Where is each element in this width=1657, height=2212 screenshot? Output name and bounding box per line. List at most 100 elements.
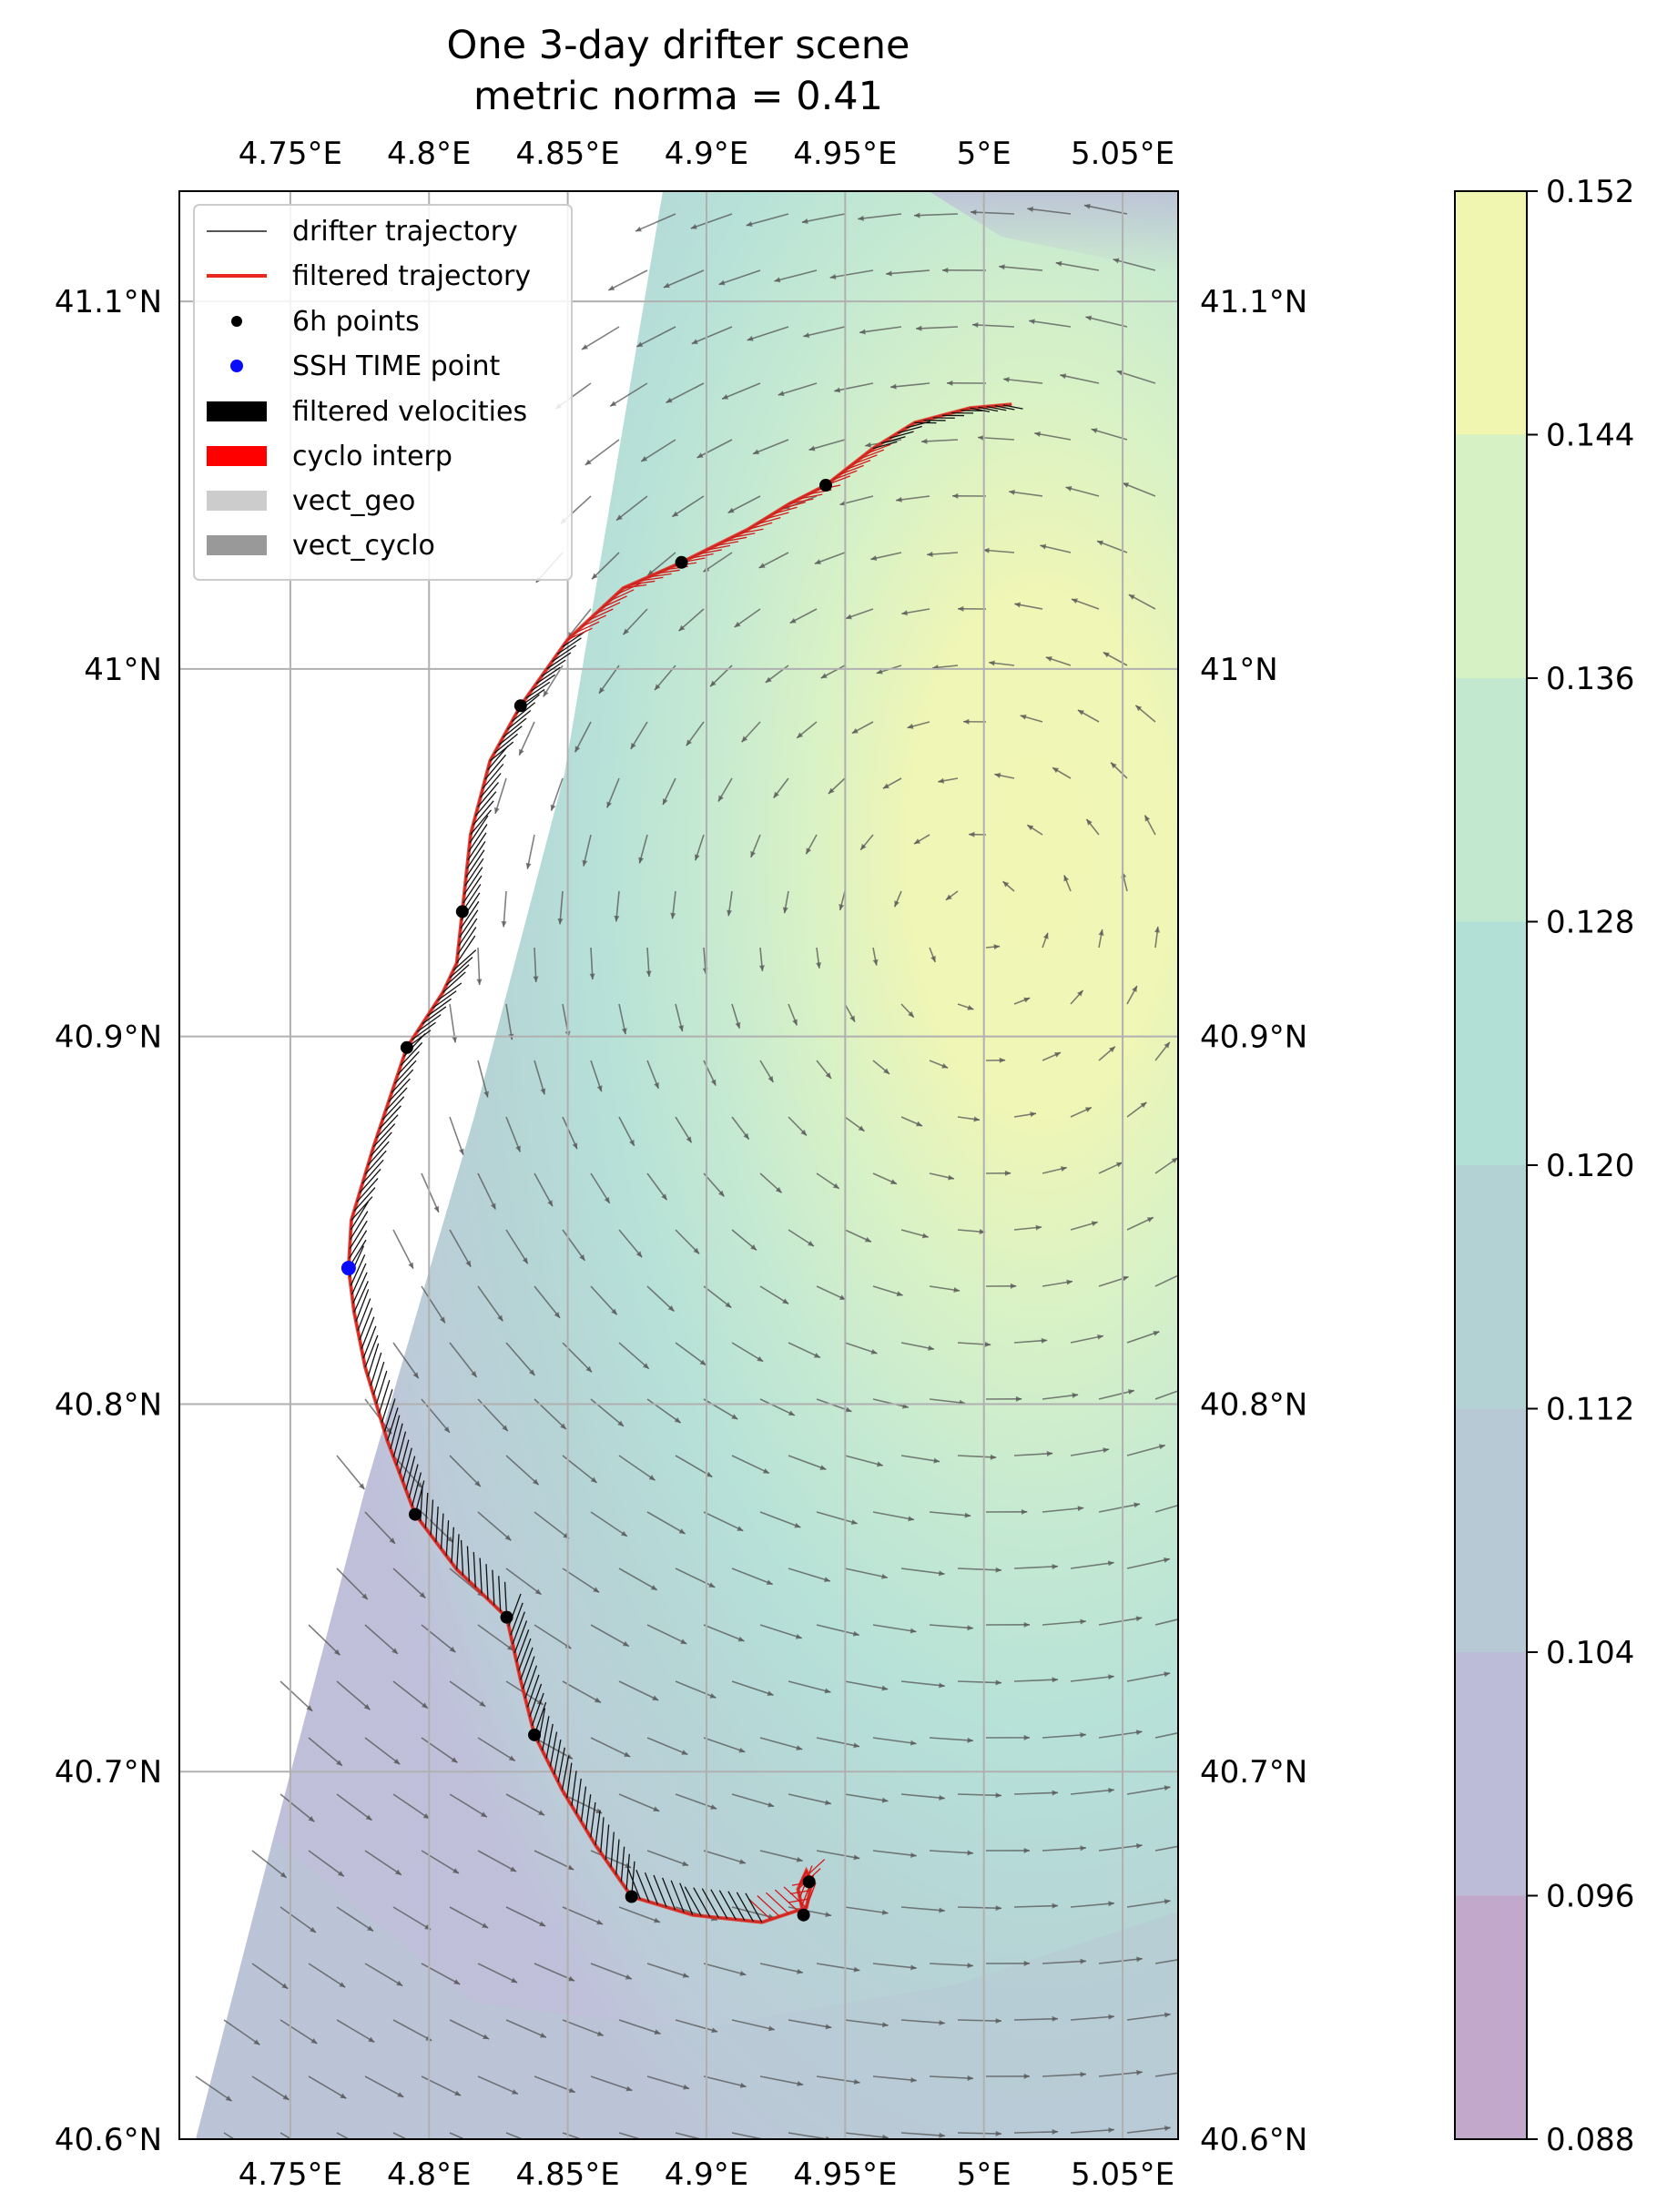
velocity-arrow-head bbox=[630, 742, 636, 749]
velocity-arrow bbox=[752, 439, 789, 455]
trajectory-velocity-arrow bbox=[457, 927, 477, 955]
trajectory-velocity-arrow bbox=[556, 637, 582, 655]
velocity-arrow-head bbox=[1060, 1166, 1067, 1172]
velocity-arrow bbox=[477, 1060, 489, 1098]
velocity-arrow-head bbox=[359, 1483, 365, 1490]
x-tick-labels-bottom: 4.75°E 4.8°E 4.85°E 4.9°E 4.95°E 5°E 5.05°E bbox=[239, 2156, 1174, 2193]
velocity-arrow bbox=[223, 2019, 260, 2046]
velocity-arrow-head bbox=[796, 1856, 803, 1862]
velocity-arrow-head bbox=[910, 2076, 917, 2084]
velocity-arrow-head bbox=[617, 1420, 624, 1426]
velocity-arrow-head bbox=[650, 1584, 657, 1590]
trajectory-velocity-arrow bbox=[798, 493, 823, 500]
velocity-arrow bbox=[971, 211, 1015, 215]
trajectory-velocity-arrow bbox=[469, 815, 489, 844]
velocity-arrow bbox=[590, 1963, 633, 1980]
velocity-arrow-head bbox=[589, 973, 595, 979]
velocity-arrow-head bbox=[281, 1983, 289, 1989]
velocity-arrow-head bbox=[768, 2025, 775, 2032]
velocity-arrow-head bbox=[1086, 818, 1093, 826]
trajectory-velocity-arrow bbox=[394, 1060, 417, 1084]
velocity-arrow-head bbox=[422, 1812, 430, 1820]
velocity-arrow-head bbox=[1029, 319, 1035, 325]
velocity-arrow-head bbox=[945, 894, 952, 900]
velocity-arrow bbox=[1013, 2017, 1059, 2021]
axes-frame bbox=[178, 190, 1179, 2140]
velocity-arrow bbox=[957, 1568, 1001, 1571]
velocity-arrow bbox=[364, 1737, 401, 1765]
trajectory-velocity-arrow bbox=[405, 1456, 416, 1490]
velocity-arrow bbox=[308, 2075, 347, 2099]
velocity-arrow bbox=[1070, 1902, 1114, 1908]
velocity-arrow-head bbox=[964, 1512, 971, 1518]
colorbar-tick-label-0: 0.088 bbox=[1546, 2122, 1634, 2158]
trajectory-velocity-arrow bbox=[383, 1398, 396, 1432]
velocity-arrow-head bbox=[995, 2017, 1001, 2024]
velocity-arrow-head bbox=[1023, 1621, 1030, 1628]
velocity-arrow-head bbox=[497, 1314, 503, 1322]
velocity-arrow bbox=[759, 1737, 803, 1750]
trajectory-velocity-arrow bbox=[424, 1492, 429, 1528]
velocity-arrow-head bbox=[896, 496, 902, 502]
trajectory-velocity-arrow bbox=[493, 733, 518, 754]
trajectory-velocity-arrow bbox=[470, 809, 492, 836]
velocity-arrow-head bbox=[519, 748, 524, 756]
velocity-arrow-head bbox=[876, 1461, 883, 1467]
velocity-arrow bbox=[929, 1511, 971, 1517]
velocity-arrow-head bbox=[984, 1341, 991, 1347]
velocity-arrow-head bbox=[1192, 1841, 1198, 1846]
six-hour-point-9 bbox=[675, 555, 688, 569]
velocity-arrow bbox=[223, 2132, 236, 2139]
velocity-arrow bbox=[788, 1342, 821, 1359]
trajectory-velocity-arrow bbox=[693, 1887, 711, 1918]
velocity-arrow-head bbox=[782, 907, 788, 914]
velocity-arrow-head bbox=[967, 1625, 973, 1631]
velocity-arrow-head bbox=[581, 344, 588, 350]
velocity-arrow bbox=[872, 2075, 917, 2082]
velocity-arrow bbox=[1098, 1503, 1141, 1513]
velocity-arrow-head bbox=[995, 1792, 1001, 1799]
velocity-arrow-head bbox=[995, 1905, 1001, 1912]
velocity-arrow bbox=[503, 890, 507, 928]
velocity-arrow-head bbox=[789, 617, 797, 624]
velocity-arrow-head bbox=[1035, 1224, 1042, 1231]
velocity-arrow-head bbox=[493, 807, 500, 814]
velocity-arrow bbox=[1126, 1672, 1171, 1682]
velocity-arrow-head bbox=[653, 1806, 660, 1811]
velocity-arrow bbox=[1154, 1731, 1178, 1739]
velocity-arrow-head bbox=[476, 979, 483, 985]
velocity-arrow bbox=[1055, 261, 1100, 271]
velocity-arrow-head bbox=[623, 628, 630, 635]
trajectory-velocity-arrow bbox=[350, 1211, 369, 1240]
velocity-arrow-head bbox=[928, 1344, 934, 1351]
velocity-arrow bbox=[590, 1285, 618, 1315]
velocity-arrow-head bbox=[1041, 1337, 1048, 1344]
velocity-arrow bbox=[280, 1793, 315, 1822]
trajectory-velocity-arrow bbox=[978, 406, 999, 412]
trajectory-velocity-arrow bbox=[600, 1817, 605, 1853]
trajectory-velocity-arrow bbox=[684, 1886, 702, 1917]
velocity-arrow-head bbox=[1127, 1389, 1134, 1395]
velocity-arrow-head bbox=[454, 2090, 462, 2096]
velocity-arrow-head bbox=[654, 1081, 659, 1089]
trajectory-velocity-arrow bbox=[459, 909, 479, 939]
trajectory-velocity-arrow bbox=[356, 1178, 379, 1202]
velocity-arrow bbox=[336, 2132, 351, 2139]
velocity-arrow-head bbox=[865, 441, 871, 448]
velocity-arrow-head bbox=[852, 1630, 859, 1637]
velocity-arrow-head bbox=[674, 1416, 681, 1424]
trajectory-velocity-arrow bbox=[615, 583, 642, 595]
trajectory-velocity-arrow bbox=[789, 498, 814, 504]
velocity-arrow-head bbox=[1108, 2126, 1114, 2134]
velocity-arrow bbox=[872, 1511, 915, 1521]
y-tick-label-left-2: 40.8°N bbox=[55, 1386, 162, 1423]
velocity-arrow bbox=[449, 1116, 464, 1155]
velocity-arrow-head bbox=[479, 1700, 486, 1707]
velocity-arrow-head bbox=[947, 380, 953, 386]
velocity-arrow bbox=[1098, 1389, 1135, 1400]
trajectory-velocity-arrow bbox=[430, 1499, 434, 1536]
trajectory-velocity-arrow bbox=[388, 1078, 411, 1102]
velocity-arrow bbox=[640, 439, 676, 462]
trajectory-velocity-arrow bbox=[474, 791, 497, 817]
velocity-arrow-head bbox=[1046, 1450, 1053, 1456]
